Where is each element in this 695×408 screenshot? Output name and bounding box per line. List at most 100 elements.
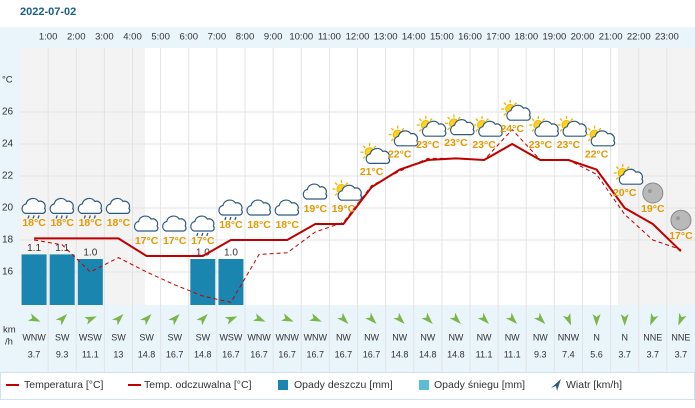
weather-icon bbox=[133, 215, 159, 232]
hour-label: 14:00 bbox=[402, 32, 426, 43]
wind-speed: 3.7 bbox=[647, 349, 660, 359]
rain-drop bbox=[224, 216, 227, 221]
temp-label: 23°C bbox=[444, 137, 468, 149]
precip-bar bbox=[77, 259, 103, 305]
wind-direction: SW bbox=[167, 332, 182, 342]
sun-ray bbox=[418, 118, 423, 122]
hour-label: 13:00 bbox=[374, 32, 398, 43]
weather-icon bbox=[613, 164, 644, 185]
cloud bbox=[105, 197, 131, 214]
wind-arrow bbox=[421, 312, 433, 324]
wind-arrow bbox=[84, 316, 97, 325]
precip-bar bbox=[49, 254, 75, 305]
wind-speed: 13 bbox=[113, 349, 123, 359]
wind-direction: N bbox=[593, 332, 600, 342]
moon bbox=[670, 209, 692, 231]
cloud bbox=[562, 120, 588, 137]
rain-drop bbox=[234, 216, 237, 221]
precip-label: 1.1 bbox=[27, 243, 41, 254]
sun-ray bbox=[570, 118, 574, 122]
temp-label: 18°C bbox=[79, 217, 103, 229]
sun-ray bbox=[418, 128, 423, 132]
sun-ray bbox=[513, 102, 518, 106]
wind-direction: NW bbox=[420, 332, 435, 342]
cloud bbox=[393, 130, 419, 147]
sun-ray bbox=[373, 145, 377, 149]
sun-ray bbox=[429, 118, 433, 122]
wind-speed: 9.3 bbox=[534, 349, 547, 359]
sun-ray bbox=[334, 192, 338, 196]
temperature-line bbox=[34, 143, 682, 257]
weather-icon bbox=[162, 215, 187, 232]
weather-icon bbox=[388, 125, 419, 147]
temp-label: 23°C bbox=[472, 139, 496, 151]
hour-label: 2:00 bbox=[67, 32, 86, 43]
precip-label: 1.0 bbox=[224, 248, 238, 259]
wind-arrow bbox=[252, 313, 266, 322]
y-tick-label: 16 bbox=[2, 267, 14, 278]
hour-label: 16:00 bbox=[458, 32, 482, 43]
weather-icon bbox=[21, 197, 46, 219]
wind-speed: 3.7 bbox=[675, 349, 688, 359]
rain-drop bbox=[196, 232, 199, 237]
weather-icon bbox=[642, 182, 664, 204]
wind-arrow bbox=[620, 314, 629, 326]
y-tick-label: 20 bbox=[2, 203, 14, 214]
rain-drop bbox=[93, 215, 96, 219]
wind-direction: N bbox=[621, 332, 628, 342]
sun-ray bbox=[362, 155, 366, 160]
hour-label: 11:00 bbox=[318, 32, 341, 43]
wind-speed: 11.1 bbox=[504, 349, 521, 359]
rain-drop bbox=[229, 216, 232, 221]
wind-direction: SW bbox=[55, 332, 70, 342]
legend-box bbox=[0, 372, 695, 400]
wind-unit: km bbox=[3, 325, 16, 336]
wind-direction: SW bbox=[196, 332, 211, 342]
hour-label: 8:00 bbox=[236, 32, 255, 43]
wind-arrow bbox=[140, 314, 152, 326]
legend-swatch bbox=[278, 380, 288, 390]
rain-drop bbox=[65, 215, 68, 219]
sun-ray bbox=[615, 176, 619, 180]
rain-drop bbox=[32, 215, 35, 219]
temp-label: 17°C bbox=[163, 235, 187, 247]
hour-label: 18:00 bbox=[514, 32, 538, 43]
wind-arrow bbox=[533, 312, 546, 324]
y-tick-label: 24 bbox=[2, 139, 14, 150]
hour-label: 7:00 bbox=[208, 32, 227, 43]
wind-arrow bbox=[505, 312, 518, 324]
weather-icon bbox=[77, 197, 103, 219]
sun-ray bbox=[362, 145, 366, 149]
cloud bbox=[218, 199, 243, 216]
cloud bbox=[590, 130, 616, 147]
temp-label: 20°C bbox=[613, 187, 637, 199]
weather-icon bbox=[105, 197, 131, 214]
crater bbox=[647, 189, 652, 193]
sun-ray bbox=[559, 118, 563, 122]
wind-arrow bbox=[393, 312, 405, 324]
rain-drop bbox=[37, 215, 40, 219]
precip-bar bbox=[218, 259, 244, 305]
cloud bbox=[618, 168, 644, 185]
precip-label: 1.0 bbox=[83, 248, 97, 259]
temp-label: 23°C bbox=[416, 139, 440, 151]
precip-bar bbox=[21, 254, 47, 305]
hour-header bbox=[0, 27, 695, 48]
wind-speed: 16.7 bbox=[222, 349, 240, 359]
weather-icon bbox=[190, 215, 215, 237]
temp-label: 22°C bbox=[388, 148, 412, 160]
hour-label: 4:00 bbox=[123, 32, 142, 43]
temp-label: 18°C bbox=[247, 219, 271, 231]
legend-label: Temp. odczuwalna [°C] bbox=[144, 379, 252, 391]
sun-ray bbox=[542, 118, 546, 122]
weather-icon bbox=[501, 100, 531, 121]
temp-label: 18°C bbox=[22, 217, 46, 229]
wind-direction: NW bbox=[533, 332, 548, 342]
sun-ray bbox=[390, 127, 394, 131]
cloud bbox=[21, 197, 46, 214]
sun-ray bbox=[475, 128, 479, 132]
wind-speed: 16.7 bbox=[307, 349, 325, 359]
wind-arrow bbox=[168, 314, 180, 326]
weather-icon bbox=[557, 116, 588, 137]
wind-arrow bbox=[196, 314, 208, 326]
